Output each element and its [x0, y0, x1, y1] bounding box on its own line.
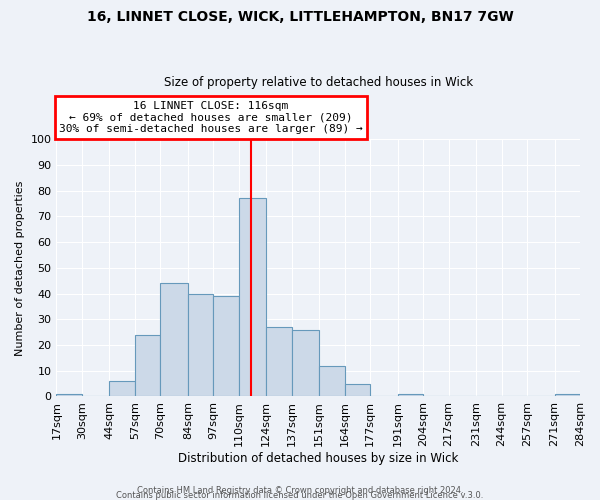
Bar: [109, 381, 135, 396]
Bar: [398, 394, 423, 396]
X-axis label: Distribution of detached houses by size in Wick: Distribution of detached houses by size …: [178, 452, 458, 465]
Text: 16 LINNET CLOSE: 116sqm
← 69% of detached houses are smaller (209)
30% of semi-d: 16 LINNET CLOSE: 116sqm ← 69% of detache…: [59, 101, 363, 134]
Bar: [135, 334, 160, 396]
Bar: [344, 384, 370, 396]
Title: Size of property relative to detached houses in Wick: Size of property relative to detached ho…: [164, 76, 473, 90]
Bar: [213, 296, 239, 396]
Bar: [319, 366, 344, 396]
Bar: [239, 198, 266, 396]
Text: Contains public sector information licensed under the Open Government Licence v.: Contains public sector information licen…: [116, 490, 484, 500]
Bar: [554, 394, 580, 396]
Bar: [292, 330, 319, 396]
Bar: [266, 327, 292, 396]
Y-axis label: Number of detached properties: Number of detached properties: [15, 180, 25, 356]
Text: 16, LINNET CLOSE, WICK, LITTLEHAMPTON, BN17 7GW: 16, LINNET CLOSE, WICK, LITTLEHAMPTON, B…: [86, 10, 514, 24]
Bar: [160, 284, 188, 397]
Bar: [56, 394, 82, 396]
Bar: [188, 294, 213, 397]
Text: Contains HM Land Registry data © Crown copyright and database right 2024.: Contains HM Land Registry data © Crown c…: [137, 486, 463, 495]
